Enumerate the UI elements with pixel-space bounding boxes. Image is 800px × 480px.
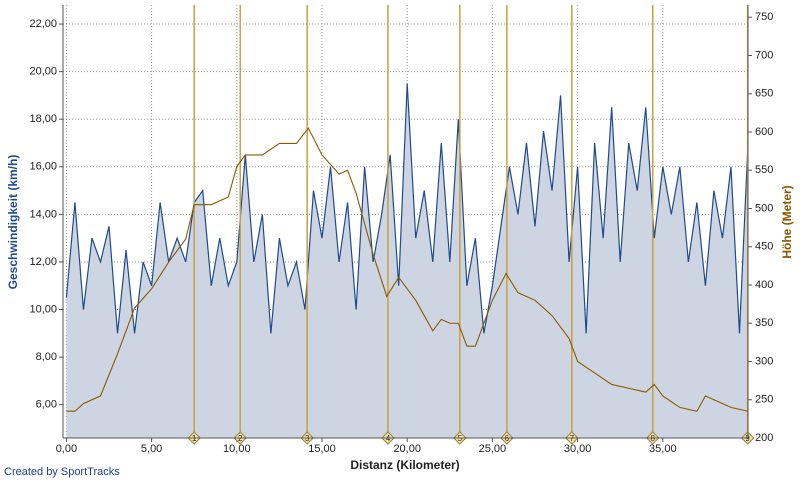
lap-label: 6 xyxy=(505,434,510,443)
y2-tick-label: 750 xyxy=(755,11,773,23)
y-axis-title: Geschwindigkeit (km/h) xyxy=(6,155,20,290)
lap-label: 5 xyxy=(458,434,463,443)
x-tick-label: 30,00 xyxy=(564,443,592,455)
y-tick-label: 22,00 xyxy=(29,18,57,30)
y-tick-label: 8,00 xyxy=(36,351,57,363)
y-tick-label: 14,00 xyxy=(29,208,57,220)
y-tick-label: 12,00 xyxy=(29,256,57,268)
y-tick-label: 10,00 xyxy=(29,303,57,315)
x-tick-label: 25,00 xyxy=(479,443,507,455)
line xyxy=(66,127,749,412)
lap-label: 1 xyxy=(192,434,197,443)
y2-tick-label: 650 xyxy=(755,88,773,100)
y2-tick-label: 200 xyxy=(755,432,773,444)
x-tick-label: 35,00 xyxy=(649,443,677,455)
y-tick-label: 16,00 xyxy=(29,161,57,173)
y-tick-label: 20,00 xyxy=(29,66,57,78)
lap-label: 7 xyxy=(570,434,575,443)
lap-label: 8 xyxy=(651,434,656,443)
y2-tick-label: 400 xyxy=(755,279,773,291)
footer: Created by SportTracks xyxy=(4,466,120,478)
y2-tick-label: 350 xyxy=(755,317,773,329)
y2-tick-label: 550 xyxy=(755,164,773,176)
lap-label: 9 xyxy=(745,434,750,443)
lap-label: 2 xyxy=(238,434,243,443)
y2-axis-title: Höhe (Meter) xyxy=(780,185,794,258)
y2-tick-label: 700 xyxy=(755,49,773,61)
y-tick-label: 18,00 xyxy=(29,113,57,125)
x-axis-title: Distanz (Kilometer) xyxy=(350,458,459,472)
x-tick-label: 15,00 xyxy=(308,443,336,455)
y2-tick-label: 250 xyxy=(755,394,773,406)
x-tick-label: 0,00 xyxy=(56,443,77,455)
x-tick-label: 10,00 xyxy=(223,443,251,455)
y2-tick-label: 500 xyxy=(755,202,773,214)
y2-tick-label: 600 xyxy=(755,126,773,138)
lap-label: 3 xyxy=(305,434,310,443)
lap-label: 4 xyxy=(386,434,391,443)
y2-tick-label: 450 xyxy=(755,241,773,253)
y2-tick-label: 300 xyxy=(755,355,773,367)
x-tick-label: 5,00 xyxy=(141,443,162,455)
y-tick-label: 6,00 xyxy=(36,399,57,411)
x-tick-label: 20,00 xyxy=(393,443,421,455)
